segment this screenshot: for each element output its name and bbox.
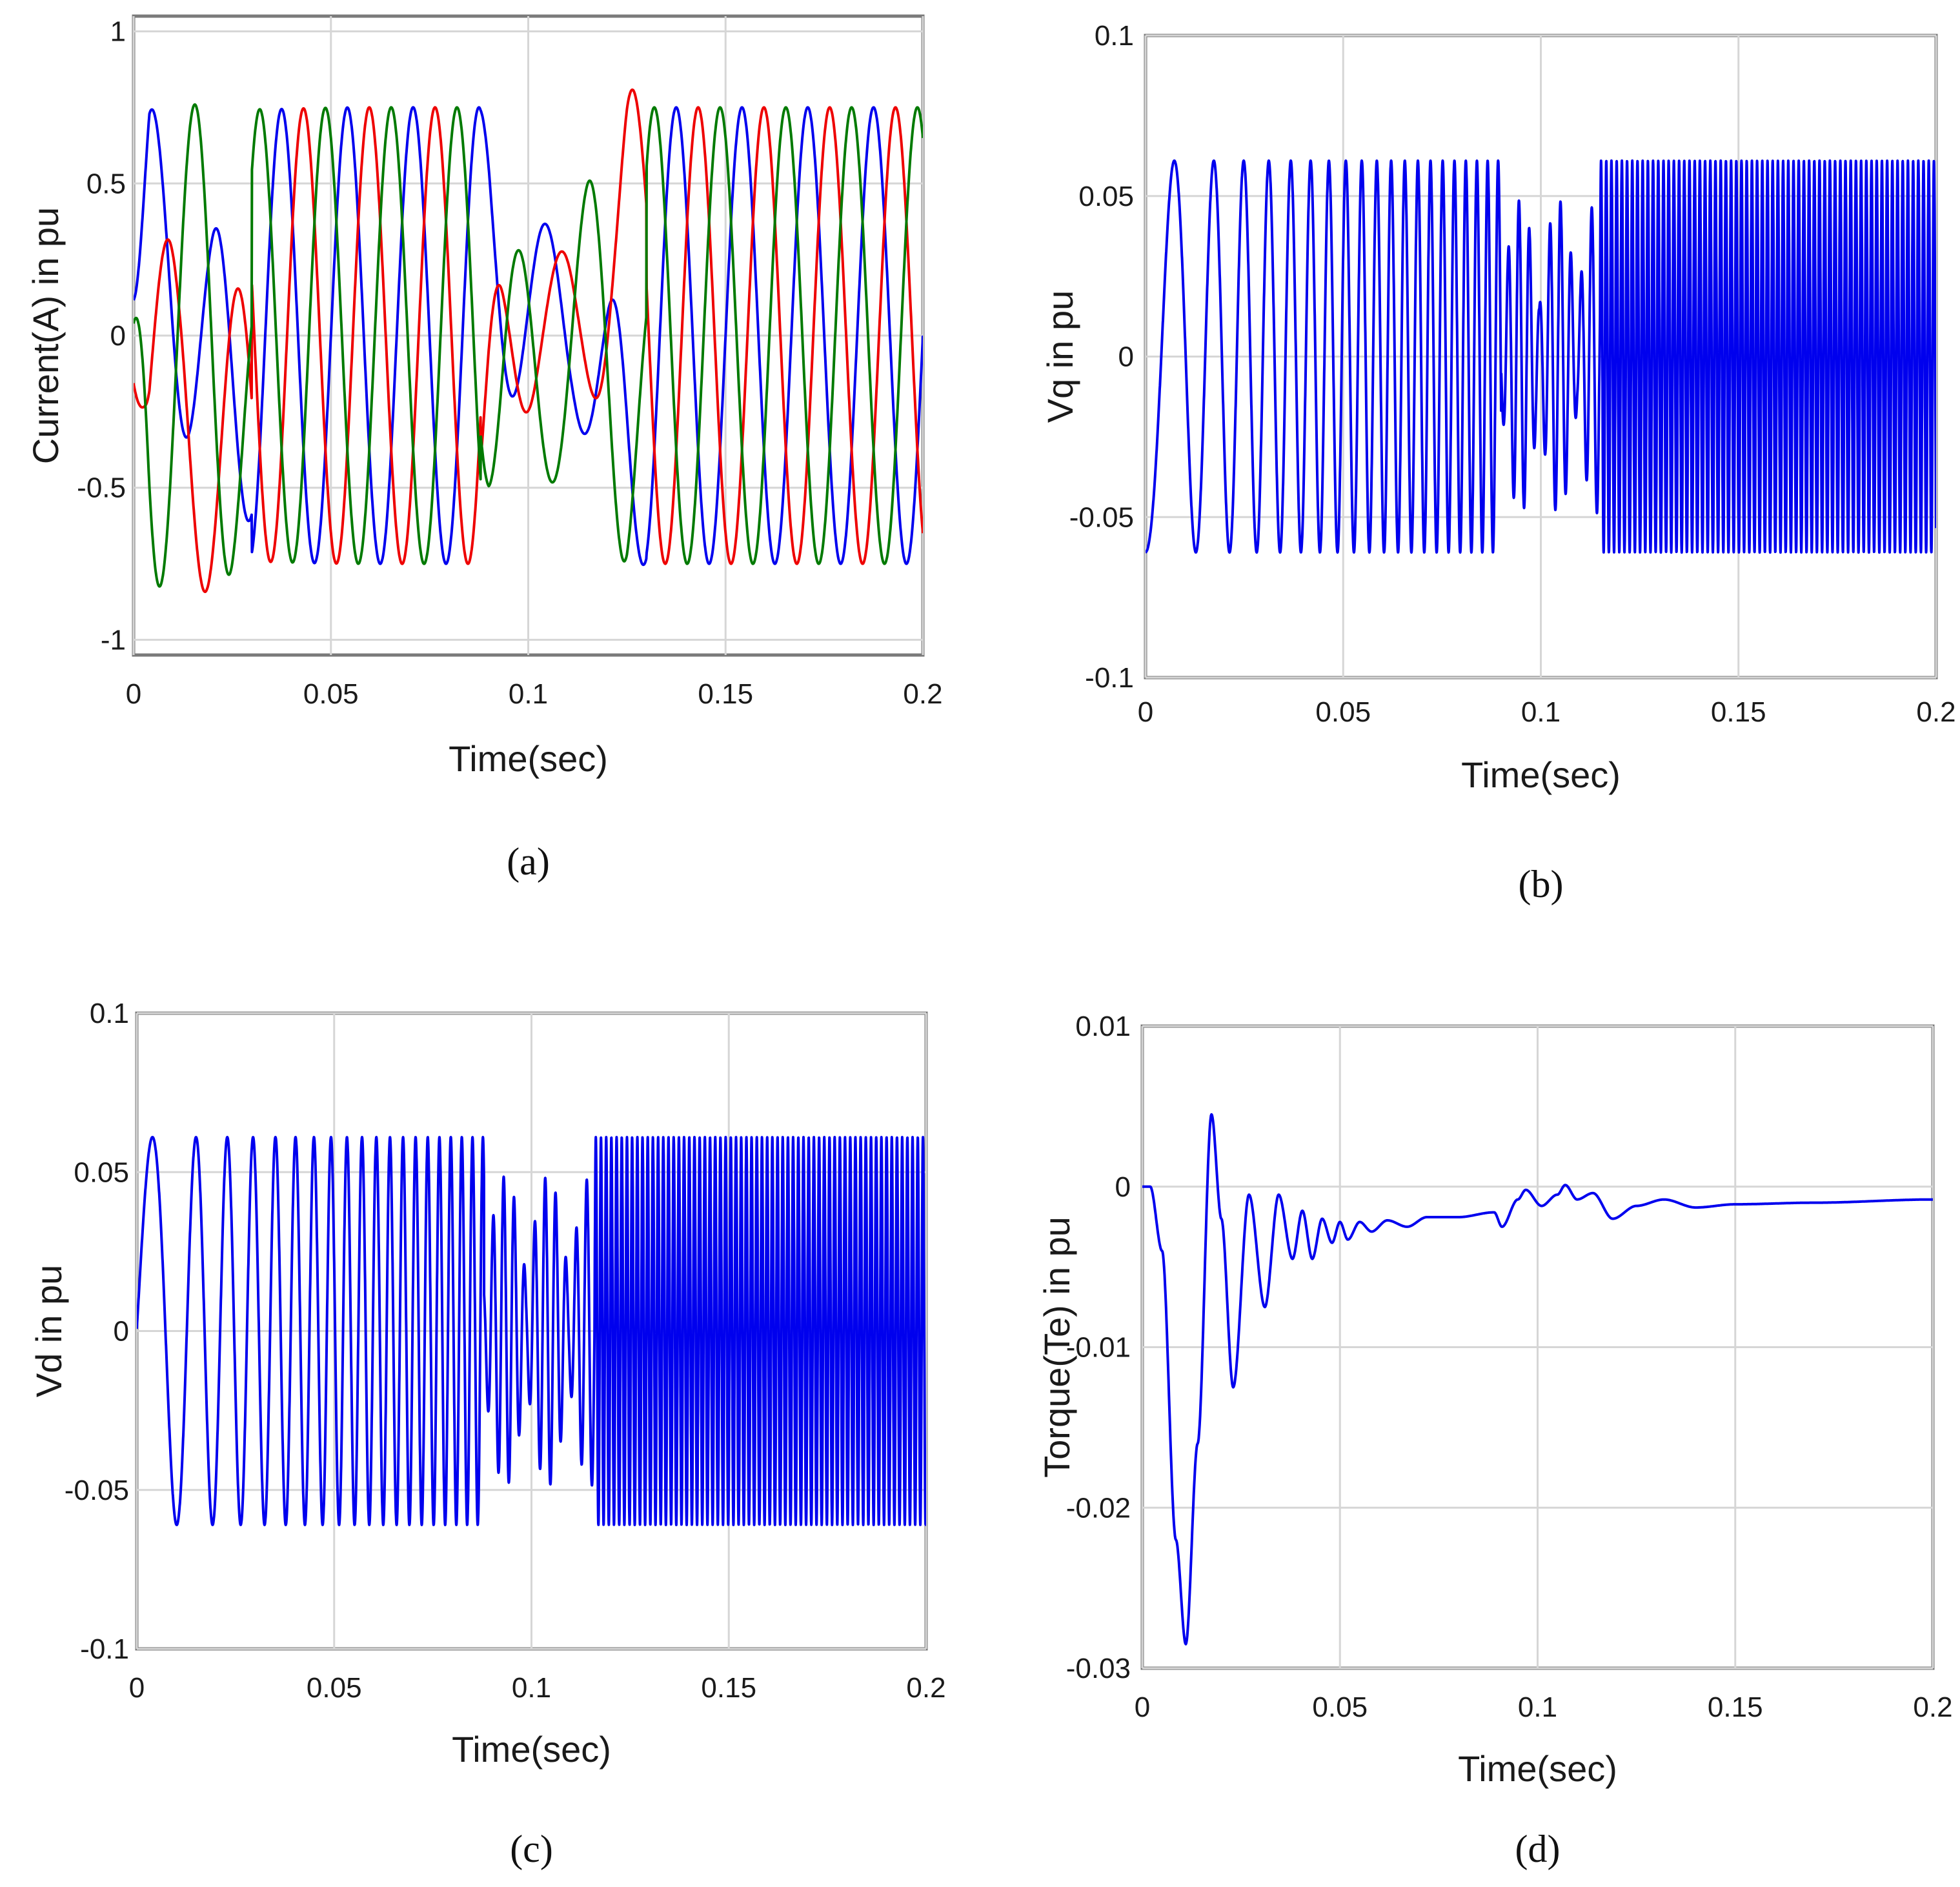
y-tick-label: 0.5: [86, 168, 126, 199]
y-axis-label: Vq in pu: [1040, 290, 1080, 423]
series-line-2: [134, 88, 923, 593]
x-tick-label: 0.15: [1708, 1691, 1763, 1723]
x-tick-label: 0.15: [701, 1672, 756, 1704]
x-tick-label: 0.05: [303, 678, 359, 710]
x-tick-label: 0.1: [1518, 1691, 1557, 1723]
x-tick-label: 0.05: [1315, 696, 1371, 728]
x-axis-label: Time(sec): [1458, 1748, 1617, 1789]
series-line-1: [137, 1136, 926, 1526]
y-tick-label: -1: [101, 624, 126, 656]
x-tick-label: 0.1: [509, 678, 548, 710]
y-tick-label: -0.1: [1085, 662, 1134, 694]
series-line-1: [1146, 159, 1936, 554]
chart-panel-d: 0 0.05 0.1 0.15 0.2 -0.03 -0.02 -0.01 0 0.01 Time(…: [1036, 1011, 1953, 1870]
x-tick-label: 0.05: [307, 1672, 362, 1704]
y-tick-label: 0: [110, 320, 126, 352]
y-tick-label: 1: [110, 16, 126, 48]
y-tick-label: -0.05: [1069, 501, 1134, 533]
x-tick-label: 0: [129, 1672, 145, 1704]
series-line-1: [134, 106, 923, 567]
x-tick-label: 0.1: [1521, 696, 1561, 728]
x-axis-label: Time(sec): [1461, 754, 1621, 795]
y-tick-label: -0.03: [1066, 1653, 1131, 1684]
chart-panel-b: 0 0.05 0.1 0.15 0.2 -0.1 -0.05 0 0.05 0.1 Time(sec…: [1040, 20, 1956, 905]
y-tick-label: 0.05: [1078, 181, 1134, 212]
panel-caption: (b): [1519, 863, 1564, 905]
y-axis-label: Current(A) in pu: [25, 207, 66, 464]
y-tick-label: 0.05: [74, 1156, 129, 1188]
chart-panel-a: 0 0.05 0.1 0.15 0.2 -1 -0.5 0 0.5 1 Time(sec) Curre…: [25, 14, 943, 883]
y-axis-label: Torque(Te) in pu: [1036, 1216, 1077, 1478]
x-tick-label: 0.05: [1312, 1691, 1368, 1723]
y-tick-label: 0.1: [1095, 20, 1134, 52]
y-tick-label: -0.1: [80, 1633, 129, 1665]
y-tick-label: -0.01: [1066, 1332, 1131, 1364]
panel-caption: (a): [507, 840, 550, 883]
y-tick-label: 0.01: [1075, 1011, 1131, 1042]
y-tick-label: 0: [1115, 1171, 1131, 1203]
y-axis-label: Vd in pu: [28, 1265, 69, 1398]
x-tick-label: 0.2: [903, 678, 942, 710]
y-tick-label: -0.5: [77, 472, 126, 504]
y-tick-label: 0: [1118, 341, 1134, 373]
x-tick-label: 0.1: [512, 1672, 551, 1704]
x-tick-label: 0.15: [1711, 696, 1766, 728]
panel-caption: (c): [510, 1828, 553, 1870]
x-tick-label: 0: [1138, 696, 1153, 728]
series-line-1: [1142, 1113, 1933, 1646]
y-tick-label: -0.05: [65, 1475, 129, 1506]
x-tick-label: 0.15: [698, 678, 753, 710]
y-tick-label: -0.02: [1066, 1492, 1131, 1524]
chart-panel-c: 0 0.05 0.1 0.15 0.2 -0.1 -0.05 0 0.05 0.1 Time(sec…: [28, 998, 946, 1870]
series-line-3: [134, 103, 923, 588]
x-axis-label: Time(sec): [449, 738, 608, 779]
x-tick-label: 0.2: [1913, 1691, 1952, 1723]
x-tick-label: 0: [1135, 1691, 1150, 1723]
x-tick-label: 0.2: [1916, 696, 1955, 728]
panel-caption: (d): [1515, 1828, 1561, 1870]
y-tick-label: 0: [114, 1316, 129, 1347]
y-tick-label: 0.1: [90, 998, 129, 1029]
x-axis-label: Time(sec): [452, 1729, 611, 1770]
x-tick-label: 0: [126, 678, 141, 710]
x-tick-label: 0.2: [906, 1672, 945, 1704]
